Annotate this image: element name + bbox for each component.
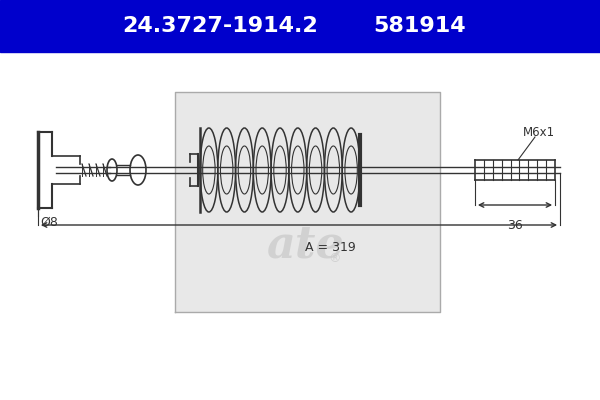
Text: ate: ate: [266, 224, 344, 266]
Text: Ø8: Ø8: [40, 216, 58, 228]
Text: ®: ®: [328, 252, 341, 265]
Text: 581914: 581914: [374, 16, 466, 36]
Text: M6x1: M6x1: [523, 126, 555, 138]
Bar: [0, 0, 600, 52]
Bar: [175, 92, 440, 312]
Text: 24.3727-1914.2: 24.3727-1914.2: [122, 16, 318, 36]
Text: A = 319: A = 319: [305, 241, 355, 254]
Text: 36: 36: [507, 219, 523, 232]
